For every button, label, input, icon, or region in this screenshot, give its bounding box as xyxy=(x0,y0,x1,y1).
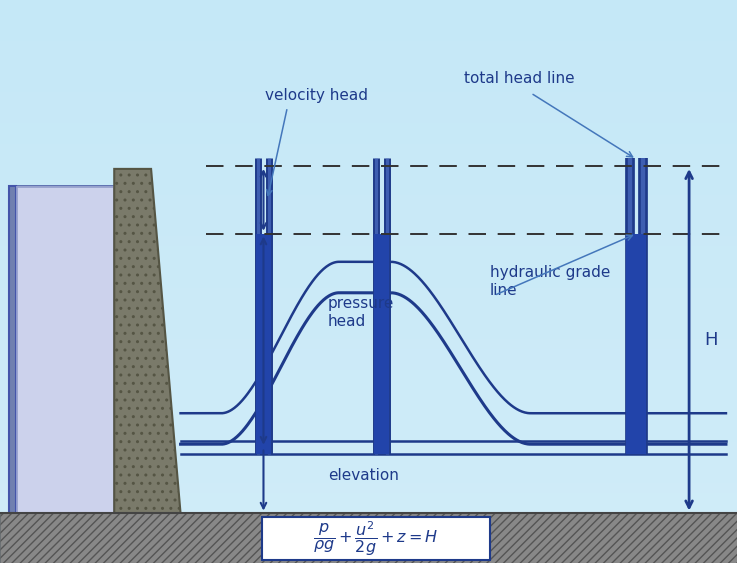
Bar xyxy=(0,123,737,133)
Bar xyxy=(0,380,737,390)
Bar xyxy=(0,0,737,10)
Polygon shape xyxy=(16,186,114,513)
Bar xyxy=(0,82,737,92)
Bar xyxy=(0,20,737,31)
Bar xyxy=(0,441,737,452)
Bar xyxy=(0,61,737,72)
Bar xyxy=(0,421,737,431)
Bar xyxy=(0,308,737,318)
Text: total head line: total head line xyxy=(464,72,575,86)
Bar xyxy=(0,349,737,359)
Text: elevation: elevation xyxy=(328,468,399,483)
Bar xyxy=(0,329,737,339)
Bar xyxy=(626,234,646,454)
Bar xyxy=(0,411,737,421)
Bar xyxy=(0,482,737,493)
Bar xyxy=(0,133,737,144)
Bar xyxy=(0,113,737,123)
Bar xyxy=(0,298,737,308)
Bar xyxy=(0,31,737,41)
Bar xyxy=(0,503,737,513)
Text: velocity head: velocity head xyxy=(265,88,368,103)
Bar xyxy=(0,277,737,288)
Bar xyxy=(0,370,737,380)
Bar xyxy=(0,359,737,370)
Bar xyxy=(0,226,737,236)
Bar xyxy=(0,400,737,411)
Bar xyxy=(374,234,389,454)
Bar xyxy=(0,41,737,51)
Bar xyxy=(0,472,737,482)
Bar xyxy=(0,144,737,154)
Bar xyxy=(0,452,737,462)
Bar xyxy=(16,186,114,513)
Bar xyxy=(0,267,737,277)
Bar xyxy=(0,154,737,164)
Bar xyxy=(0,164,737,175)
Bar xyxy=(0,205,737,216)
Bar xyxy=(0,236,737,247)
Bar xyxy=(0,102,737,113)
Bar xyxy=(0,247,737,257)
Bar xyxy=(0,390,737,400)
Bar xyxy=(0,318,737,329)
Bar xyxy=(9,186,16,513)
Text: pressure
head: pressure head xyxy=(328,296,394,329)
Bar xyxy=(0,462,737,472)
Bar xyxy=(0,51,737,61)
Bar xyxy=(0,216,737,226)
Bar xyxy=(0,10,737,20)
Polygon shape xyxy=(114,169,181,513)
Bar xyxy=(0,431,737,441)
Bar xyxy=(0,185,737,195)
Text: hydraulic grade
line: hydraulic grade line xyxy=(490,265,610,298)
Bar xyxy=(0,257,737,267)
Bar xyxy=(0,493,737,503)
Bar xyxy=(0,195,737,205)
Bar xyxy=(0,513,737,563)
Bar xyxy=(0,288,737,298)
Bar xyxy=(0,92,737,102)
Bar xyxy=(0,175,737,185)
Bar xyxy=(256,234,271,454)
Bar xyxy=(0,339,737,349)
Bar xyxy=(262,517,490,560)
Text: $\dfrac{p}{\rho g}+\dfrac{u^2}{2g}+z=H$: $\dfrac{p}{\rho g}+\dfrac{u^2}{2g}+z=H$ xyxy=(313,519,439,558)
Text: H: H xyxy=(704,331,717,348)
Bar xyxy=(0,72,737,82)
